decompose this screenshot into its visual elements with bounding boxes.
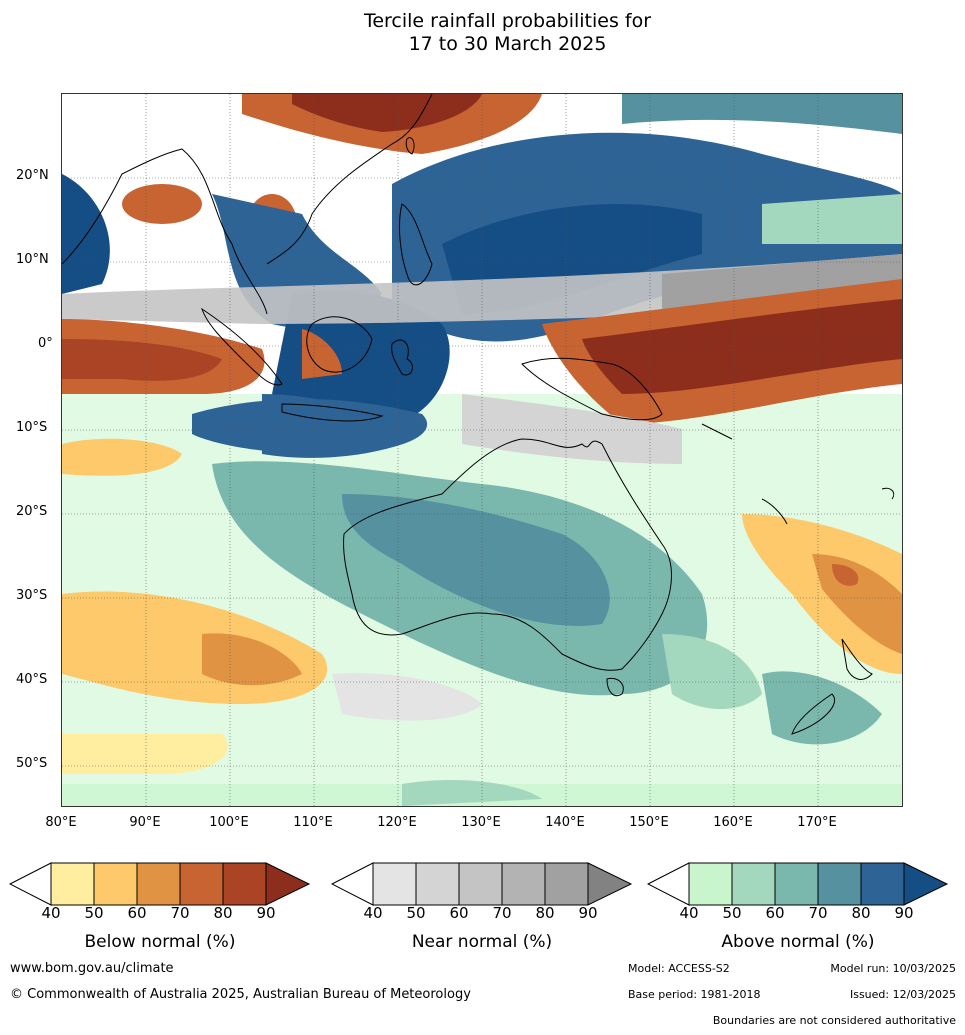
asia-coast (62, 94, 433, 315)
lat-label-20s: 20°S (16, 504, 48, 519)
model-name: Model: ACCESS-S2 (628, 962, 730, 975)
new-guinea-coast (521, 357, 663, 421)
taiwan-coast (405, 137, 415, 155)
probability-map (61, 93, 903, 807)
lat-label-0: 0° (38, 336, 53, 351)
lon-label-130e: 130°E (461, 815, 501, 830)
tasman-dry (742, 514, 902, 674)
near-tick-70: 70 (492, 904, 512, 922)
lon-label-160e: 160°E (713, 815, 753, 830)
lon-label-120e: 120°E (377, 815, 417, 830)
below-tick-50: 50 (84, 904, 104, 922)
maritime-continent-wet (272, 290, 450, 425)
lon-label-110e: 110°E (293, 815, 333, 830)
model-run-date: Model run: 10/03/2025 (830, 962, 956, 975)
lat-label-30s: 30°S (16, 588, 48, 603)
below-swatch-60 (136, 862, 181, 906)
issued-date: Issued: 12/03/2025 (849, 988, 956, 1001)
near-swatch-50 (415, 862, 460, 906)
lat-label-10s: 10°S (16, 420, 48, 435)
above-tick-70: 70 (808, 904, 828, 922)
near-tick-90: 90 (578, 904, 598, 922)
above-arrow-low (646, 862, 690, 906)
near-normal-title: Near normal (%) (411, 932, 553, 952)
near-arrow-low (330, 862, 374, 906)
below-tick-80: 80 (213, 904, 233, 922)
base-period: Base period: 1981-2018 (628, 988, 761, 1001)
title-line-2: 17 to 30 March 2025 (408, 33, 607, 55)
above-normal-colorbar (646, 862, 949, 910)
near-swatch-40 (372, 862, 417, 906)
below-swatch-80 (222, 862, 267, 906)
near-arrow-high (587, 862, 633, 906)
below-arrow-low (8, 862, 52, 906)
near-swatch-60 (458, 862, 503, 906)
above-normal-title: Above normal (%) (721, 932, 875, 952)
sulawesi-coast (391, 339, 413, 376)
lat-label-50s: 50°S (16, 756, 48, 771)
below-swatch-50 (93, 862, 138, 906)
near-swatch-80 (544, 862, 589, 906)
above-swatch-50 (731, 862, 776, 906)
map-canvas (62, 94, 902, 806)
java-coast (281, 403, 384, 422)
below-tick-60: 60 (127, 904, 147, 922)
lat-label-40s: 40°S (16, 672, 48, 687)
lon-label-140e: 140°E (545, 815, 585, 830)
lat-label-20n: 20°N (16, 168, 49, 183)
pacific-islands (701, 423, 895, 525)
above-tick-60: 60 (765, 904, 785, 922)
below-normal-title: Below normal (%) (84, 932, 236, 952)
below-tick-40: 40 (41, 904, 61, 922)
australia-coast (343, 438, 672, 671)
lon-label-100e: 100°E (209, 815, 249, 830)
lon-label-90e: 90°E (129, 815, 161, 830)
near-tick-60: 60 (449, 904, 469, 922)
near-tick-40: 40 (363, 904, 383, 922)
lon-label-80e: 80°E (45, 815, 77, 830)
tasmania-coast (606, 677, 624, 697)
graticule (62, 94, 902, 806)
above-swatch-70 (817, 862, 862, 906)
below-tick-90: 90 (256, 904, 276, 922)
near-tick-80: 80 (535, 904, 555, 922)
map-title: Tercile rainfall probabilities for 17 to… (0, 10, 965, 56)
coastlines (62, 94, 895, 735)
above-swatch-40 (688, 862, 733, 906)
sumatra-coast (201, 307, 283, 386)
website-link[interactable]: www.bom.gov.au/climate (10, 961, 174, 976)
below-tick-70: 70 (170, 904, 190, 922)
above-tick-50: 50 (722, 904, 742, 922)
near-swatch-70 (501, 862, 546, 906)
above-tick-80: 80 (851, 904, 871, 922)
borneo-coast (306, 316, 373, 373)
above-tick-90: 90 (894, 904, 914, 922)
lat-label-10n: 10°N (16, 252, 49, 267)
philippines-coast (399, 203, 433, 286)
copyright-notice: © Commonwealth of Australia 2025, Austra… (10, 987, 471, 1002)
lon-label-170e: 170°E (797, 815, 837, 830)
title-line-1: Tercile rainfall probabilities for (363, 10, 652, 32)
above-swatch-80 (860, 862, 905, 906)
above-swatch-60 (774, 862, 819, 906)
below-arrow-high (265, 862, 311, 906)
above-tick-40: 40 (679, 904, 699, 922)
boundary-disclaimer: Boundaries are not considered authoritat… (712, 1014, 956, 1027)
above-arrow-high (903, 862, 949, 906)
near-normal-colorbar (330, 862, 633, 910)
below-normal-colorbar (8, 862, 311, 910)
new-zealand-coast (791, 638, 873, 735)
below-swatch-70 (179, 862, 224, 906)
lon-label-150e: 150°E (629, 815, 669, 830)
near-tick-50: 50 (406, 904, 426, 922)
below-swatch-40 (50, 862, 95, 906)
